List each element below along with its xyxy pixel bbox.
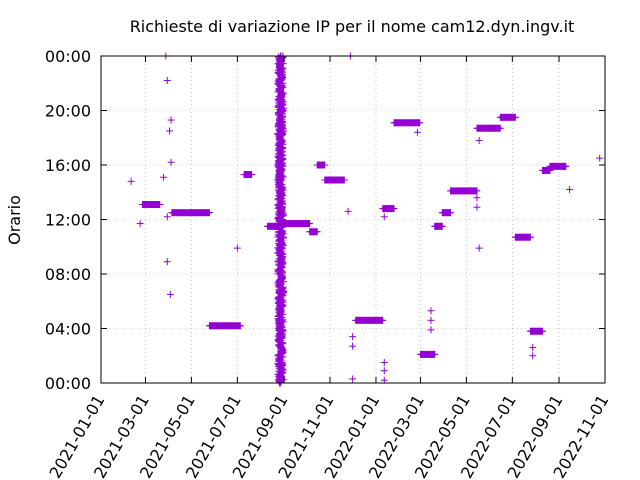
segment-marker bbox=[431, 350, 439, 358]
segment-marker bbox=[275, 222, 283, 230]
segment bbox=[138, 201, 164, 209]
segment-marker bbox=[236, 322, 244, 330]
y-tick-label: 00:00 bbox=[45, 374, 91, 393]
segment-marker bbox=[526, 233, 534, 241]
points bbox=[127, 52, 604, 384]
data-point bbox=[136, 220, 144, 228]
data-point bbox=[475, 244, 483, 252]
data-point bbox=[163, 213, 171, 221]
segment bbox=[205, 322, 244, 330]
data-point bbox=[349, 342, 357, 350]
data-point bbox=[380, 367, 388, 375]
data-point bbox=[473, 203, 481, 211]
y-ticks: 00:00 04:00 08:00 12:00 16:00 20:00 00:00 bbox=[45, 47, 91, 393]
data-point bbox=[427, 307, 435, 315]
data-point bbox=[167, 116, 175, 124]
y-tick-label: 08:00 bbox=[45, 265, 91, 284]
data-point bbox=[166, 290, 174, 298]
segment bbox=[390, 119, 424, 127]
segment-marker bbox=[379, 316, 387, 324]
segment-marker bbox=[321, 161, 329, 169]
dense-band bbox=[274, 52, 288, 387]
segment-marker bbox=[313, 228, 321, 236]
data-point bbox=[160, 173, 168, 181]
data-point bbox=[127, 177, 135, 185]
data-point bbox=[427, 316, 435, 324]
segment-marker bbox=[562, 162, 570, 170]
data-point bbox=[166, 127, 174, 135]
data-point bbox=[473, 194, 481, 202]
segment bbox=[438, 209, 455, 217]
data-point bbox=[475, 136, 483, 144]
y-tick-label: 12:00 bbox=[45, 211, 91, 230]
segment bbox=[240, 171, 256, 179]
data-point bbox=[529, 352, 537, 360]
y-tick-label: 20:00 bbox=[45, 102, 91, 121]
segment bbox=[538, 166, 554, 174]
data-point bbox=[529, 344, 537, 352]
segment-marker bbox=[473, 187, 481, 195]
segment-marker bbox=[511, 113, 519, 121]
segment bbox=[352, 316, 387, 324]
y-tick-label: 00:00 bbox=[45, 47, 91, 66]
segment bbox=[546, 162, 570, 170]
axes bbox=[100, 55, 606, 384]
segment bbox=[416, 350, 439, 358]
segment-marker bbox=[447, 209, 455, 217]
segment bbox=[431, 222, 446, 230]
segment-marker bbox=[416, 119, 424, 127]
segment-marker bbox=[438, 222, 446, 230]
data-point bbox=[596, 154, 604, 162]
segment bbox=[473, 124, 504, 132]
x-ticks: 2021-01-012021-03-012021-05-012021-07-01… bbox=[46, 392, 613, 480]
segment-marker bbox=[306, 220, 314, 228]
data-point bbox=[349, 333, 357, 341]
segment-marker bbox=[156, 201, 164, 209]
segment-marker bbox=[205, 209, 213, 217]
segment bbox=[379, 205, 398, 213]
data-point bbox=[163, 77, 171, 85]
segment-marker bbox=[538, 327, 546, 335]
data-point bbox=[349, 375, 357, 383]
y-tick-label: 16:00 bbox=[45, 156, 91, 175]
data-point bbox=[566, 186, 574, 194]
data-point bbox=[233, 244, 241, 252]
data-point bbox=[427, 326, 435, 334]
segment bbox=[313, 161, 329, 169]
segment bbox=[263, 222, 283, 230]
segment bbox=[447, 187, 481, 195]
data-point bbox=[413, 128, 421, 136]
segment-marker bbox=[496, 124, 504, 132]
segment-marker bbox=[390, 205, 398, 213]
segment bbox=[511, 233, 534, 241]
data-point bbox=[167, 158, 175, 166]
y-axis-label: Orario bbox=[5, 195, 24, 245]
segment-marker bbox=[340, 176, 348, 184]
segments bbox=[138, 113, 570, 358]
chart-title: Richieste di variazione IP per il nome c… bbox=[130, 17, 575, 36]
data-point bbox=[380, 213, 388, 221]
segment bbox=[306, 228, 321, 236]
data-point bbox=[380, 359, 388, 367]
data-point bbox=[344, 207, 352, 215]
grid bbox=[101, 56, 605, 383]
segment bbox=[526, 327, 546, 335]
segment bbox=[496, 113, 519, 121]
segment-marker bbox=[248, 171, 256, 179]
segment bbox=[279, 220, 314, 228]
data-point bbox=[163, 258, 171, 266]
y-tick-label: 04:00 bbox=[45, 320, 91, 339]
segment bbox=[321, 176, 348, 184]
segment bbox=[168, 209, 213, 217]
